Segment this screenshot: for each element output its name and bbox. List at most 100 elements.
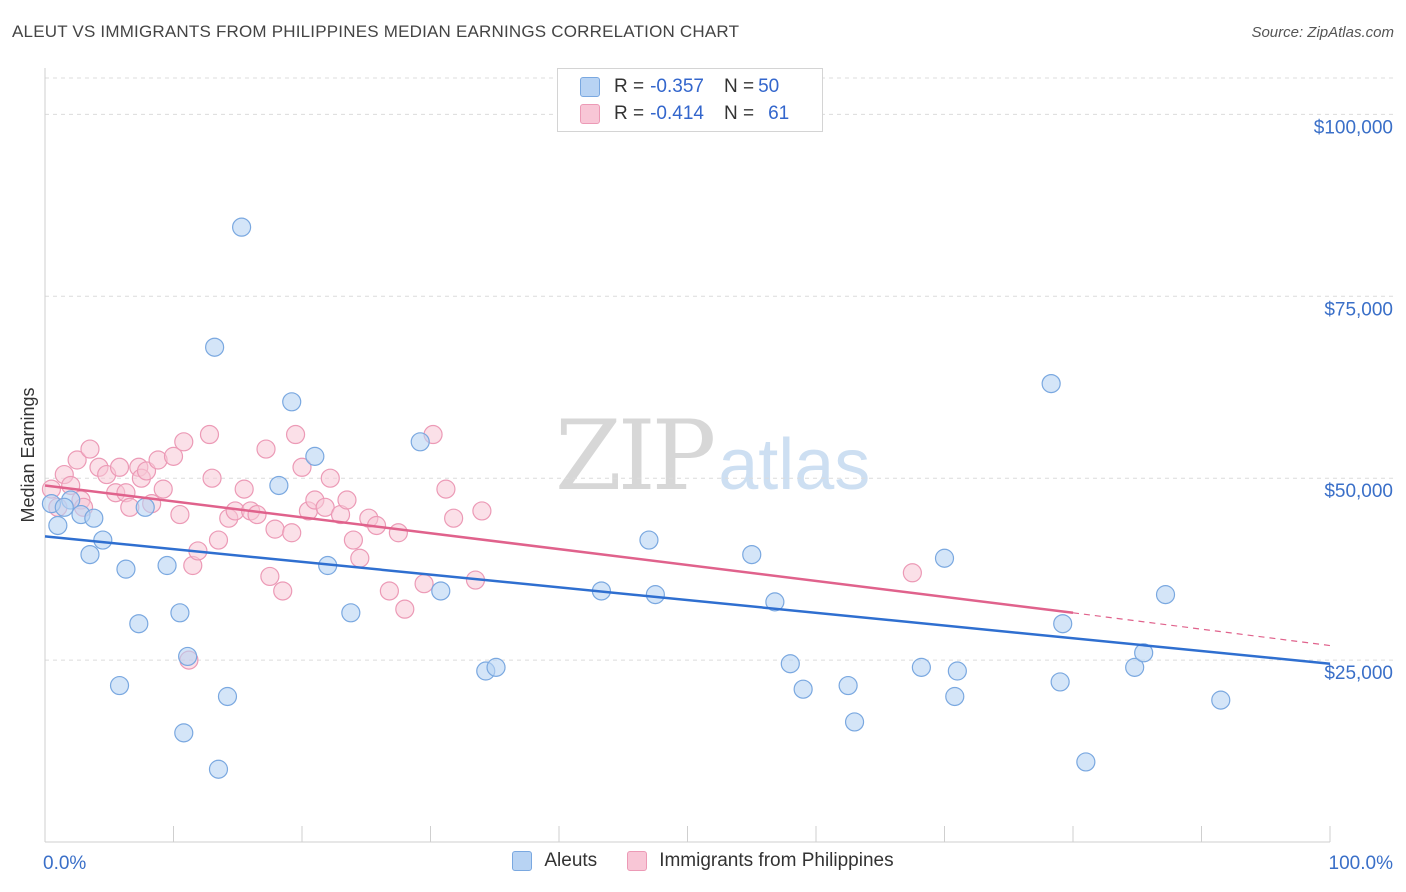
grid-lines [45, 77, 1395, 661]
y-tick-label: $75,000 [1324, 299, 1393, 320]
data-point-philippines [163, 446, 184, 466]
trend-line-philippines-extension [1072, 612, 1331, 647]
data-point-aleuts [1050, 672, 1070, 692]
data-point-aleuts [793, 679, 813, 699]
axes [44, 68, 1331, 843]
data-point-philippines [379, 581, 399, 601]
data-point-philippines [67, 450, 87, 470]
data-point-aleuts [157, 555, 177, 576]
data-point-aleuts [282, 392, 302, 412]
data-point-philippines [395, 599, 415, 619]
y-axis-title: Median Earnings [18, 387, 38, 522]
data-point-philippines [343, 530, 363, 550]
bottom-legend-label-philippines: Immigrants from Philippines [659, 850, 894, 871]
data-point-aleuts [341, 603, 361, 623]
data-point-aleuts [232, 217, 252, 237]
data-point-aleuts [116, 559, 136, 579]
y-tick-label: $100,000 [1314, 117, 1393, 138]
data-point-philippines [247, 504, 267, 525]
correlation-legend: R = -0.357 N = 50 R = -0.414 N = 61 [557, 68, 823, 132]
data-point-philippines [174, 432, 194, 452]
axis-labels: $25,000 $50,000 $75,000 $100,000 0.0% 100.0% M… [18, 117, 1393, 874]
data-point-aleuts [1134, 643, 1154, 663]
data-point-aleuts [48, 515, 68, 536]
data-point-philippines [80, 439, 100, 459]
data-point-aleuts [170, 603, 190, 623]
data-point-philippines [265, 519, 285, 539]
bottom-legend-swatch-philippines [627, 851, 648, 871]
data-point-aleuts [178, 646, 198, 667]
data-point-aleuts [765, 592, 785, 612]
bottom-legend-aleuts: Aleuts [512, 850, 597, 872]
x-tick-label: 100.0% [1329, 853, 1394, 874]
data-point-aleuts [945, 686, 965, 707]
data-point-aleuts [208, 759, 229, 779]
legend-row-aleuts: R = -0.357 N = 50 [580, 74, 779, 100]
legend-r-value: -0.414 [650, 103, 704, 124]
legend-r-label: R = [614, 76, 645, 97]
series-aleuts-points [41, 217, 1231, 779]
trend-line-philippines [44, 484, 1074, 615]
data-point-philippines [414, 574, 434, 594]
bottom-legend-label-aleuts: Aleuts [544, 850, 598, 871]
legend-row-philippines: R = -0.414 N = 61 [580, 101, 789, 127]
data-point-philippines [350, 548, 370, 568]
watermark-zip: ZIP [555, 400, 716, 512]
watermark: ZIPatlas [555, 400, 870, 512]
data-point-aleuts [109, 675, 130, 696]
data-point-philippines [260, 566, 280, 587]
data-point-philippines [234, 479, 254, 499]
legend-swatch-philippines [580, 104, 600, 124]
data-point-philippines [337, 490, 357, 510]
data-point-aleuts [410, 432, 430, 452]
legend-n-label: N = [723, 76, 755, 97]
data-point-philippines [472, 501, 492, 521]
bottom-legend-philippines: Immigrants from Philippines [627, 850, 894, 872]
data-point-aleuts [947, 661, 967, 681]
data-point-philippines [292, 457, 312, 477]
y-tick-label: $25,000 [1324, 663, 1393, 684]
data-point-philippines [109, 457, 130, 477]
series-philippines-points [41, 424, 922, 670]
data-point-aleuts [217, 686, 238, 707]
data-point-aleuts [1125, 657, 1145, 677]
data-point-aleuts [1076, 752, 1096, 772]
data-point-aleuts [844, 712, 865, 732]
x-tick-label: 0.0% [43, 853, 86, 874]
data-point-aleuts [911, 657, 931, 677]
data-point-aleuts [1053, 614, 1073, 634]
data-point-aleuts [431, 581, 451, 601]
data-point-philippines [273, 581, 293, 601]
data-point-aleuts [135, 497, 155, 517]
data-point-aleuts [84, 508, 104, 528]
chart-title: ALEUT VS IMMIGRANTS FROM PHILIPPINES MED… [12, 22, 740, 41]
data-point-aleuts [486, 657, 506, 677]
data-point-aleuts [645, 585, 665, 605]
data-point-philippines [902, 563, 922, 583]
data-point-philippines [285, 424, 306, 445]
data-point-philippines [208, 530, 229, 550]
data-point-aleuts [269, 475, 289, 496]
data-point-philippines [170, 504, 190, 525]
data-point-aleuts [1155, 585, 1176, 605]
watermark-atlas: atlas [718, 425, 871, 505]
data-point-aleuts [93, 530, 113, 550]
y-tick-label: $50,000 [1324, 481, 1393, 502]
data-point-philippines [202, 468, 222, 488]
data-point-aleuts [80, 544, 100, 565]
data-point-aleuts [205, 337, 225, 357]
data-point-philippines [199, 424, 220, 445]
source-label: Source: ZipAtlas.com [1251, 24, 1394, 41]
legend-r-value: -0.357 [650, 76, 704, 97]
bottom-legend-swatch-aleuts [512, 851, 533, 871]
bottom-legend: Aleuts Immigrants from Philippines [0, 850, 1406, 872]
data-point-philippines [444, 508, 464, 528]
data-point-philippines [436, 479, 456, 499]
data-point-aleuts [742, 544, 762, 565]
data-point-aleuts [129, 614, 149, 634]
data-point-philippines [256, 439, 276, 459]
data-point-philippines [388, 523, 408, 543]
data-point-aleuts [934, 548, 955, 568]
data-point-aleuts [639, 530, 659, 550]
